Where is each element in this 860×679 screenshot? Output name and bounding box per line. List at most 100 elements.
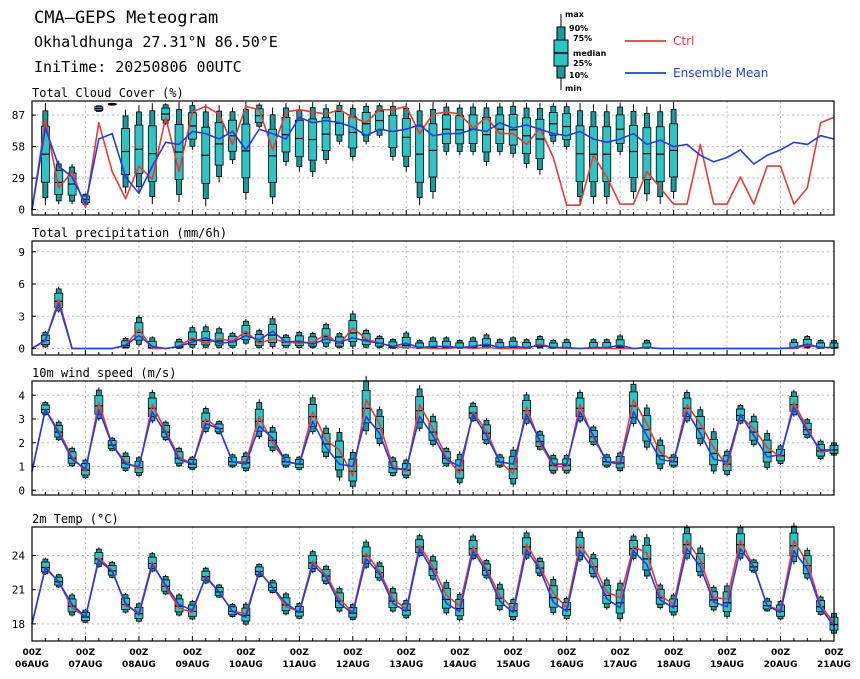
mean-point bbox=[58, 581, 60, 583]
box-inner bbox=[749, 421, 759, 441]
mean-point bbox=[659, 458, 661, 460]
mean-point bbox=[659, 599, 661, 601]
panel-1: 0 29 58 87 Total Cloud Cover (%) bbox=[12, 86, 835, 217]
box-inner bbox=[495, 588, 505, 606]
ctrl-point bbox=[806, 561, 808, 563]
mean-point bbox=[352, 465, 354, 468]
mean-point bbox=[138, 335, 140, 337]
ctrl-point bbox=[272, 149, 274, 151]
mean-point bbox=[298, 116, 300, 118]
ctrl-point bbox=[191, 111, 193, 113]
mean-point bbox=[592, 346, 595, 349]
ctrl-point bbox=[592, 154, 595, 156]
mean-point bbox=[526, 124, 528, 126]
x-tick-date-label: 13AUG bbox=[389, 660, 423, 670]
x-tick-date-label: 15AUG bbox=[496, 660, 530, 670]
mean-point bbox=[191, 463, 193, 465]
mean-point bbox=[539, 344, 541, 346]
ctrl-point bbox=[806, 187, 808, 189]
ctrl-point bbox=[726, 598, 728, 600]
mean-point bbox=[806, 568, 808, 570]
box-inner bbox=[722, 455, 732, 472]
mean-point bbox=[713, 458, 715, 460]
ctrl-point bbox=[218, 338, 220, 340]
ctrl-point bbox=[713, 446, 715, 449]
ctrl-point bbox=[485, 568, 488, 570]
mean-point bbox=[779, 347, 782, 350]
mean-point bbox=[485, 343, 488, 345]
mean-point bbox=[111, 347, 113, 350]
mean-point bbox=[779, 454, 782, 456]
box-inner bbox=[308, 404, 318, 427]
ctrl-point bbox=[472, 127, 474, 129]
ctrl-point bbox=[579, 404, 581, 406]
y-tick-label: 58 bbox=[12, 141, 25, 154]
mean-point bbox=[205, 576, 207, 578]
box-inner bbox=[655, 589, 665, 605]
ctrl-point bbox=[632, 399, 635, 401]
mean-point bbox=[713, 601, 715, 603]
mean-point bbox=[258, 339, 260, 341]
ctrl-point bbox=[699, 559, 701, 561]
legend-box-label: 90% bbox=[569, 24, 588, 33]
mean-point bbox=[285, 341, 287, 343]
mean-point bbox=[125, 602, 127, 605]
ctrl-point bbox=[392, 598, 394, 600]
ctrl-point bbox=[258, 109, 260, 111]
mean-point bbox=[58, 165, 60, 167]
mean-point bbox=[566, 135, 568, 137]
mean-point bbox=[539, 568, 541, 570]
x-tick-hour-label: 00Z bbox=[397, 648, 417, 658]
ctrl-point bbox=[298, 109, 300, 111]
mean-point bbox=[165, 432, 167, 434]
mean-point bbox=[312, 420, 314, 422]
ctrl-point bbox=[312, 341, 314, 343]
ctrl-point bbox=[419, 544, 421, 546]
box-inner bbox=[335, 592, 344, 608]
x-tick-date-label: 20AUG bbox=[764, 660, 798, 670]
mean-point bbox=[419, 346, 421, 349]
y-tick-label: 0 bbox=[18, 204, 25, 217]
ctrl-point bbox=[352, 116, 354, 118]
mean-point bbox=[419, 124, 421, 126]
mean-point bbox=[405, 342, 407, 344]
x-tick-hour-label: 00Z bbox=[183, 648, 203, 658]
ctrl-point bbox=[673, 203, 675, 205]
box-inner bbox=[241, 325, 251, 341]
mean-point bbox=[231, 341, 234, 343]
ctrl-point bbox=[526, 406, 528, 408]
mean-point bbox=[806, 143, 808, 145]
mean-point bbox=[325, 338, 327, 340]
ctrl-point bbox=[138, 165, 140, 167]
mean-point bbox=[472, 345, 474, 347]
ctrl-point bbox=[58, 187, 60, 189]
mean-point bbox=[445, 602, 447, 605]
ctrl-point bbox=[285, 111, 287, 113]
mean-point bbox=[445, 133, 447, 135]
ctrl-point bbox=[432, 427, 434, 430]
panel-title: 10m wind speed (m/s) bbox=[32, 366, 177, 380]
mean-point bbox=[151, 564, 153, 566]
mean-point bbox=[766, 347, 768, 350]
box-inner bbox=[134, 322, 144, 341]
mean-point bbox=[512, 345, 514, 347]
ctrl-point bbox=[552, 592, 554, 594]
ctrl-point bbox=[178, 171, 180, 173]
mean-point bbox=[125, 463, 127, 465]
box-inner bbox=[348, 458, 358, 482]
mean-point bbox=[352, 337, 354, 339]
mean-point bbox=[552, 346, 554, 349]
mean-point bbox=[432, 570, 434, 573]
mean-point bbox=[459, 465, 461, 468]
mean-point bbox=[806, 430, 808, 432]
ctrl-point bbox=[138, 328, 140, 330]
mean-point bbox=[378, 432, 381, 434]
box-inner bbox=[802, 339, 812, 348]
ctrl-point bbox=[606, 176, 608, 178]
mean-point bbox=[445, 458, 447, 460]
mean-point bbox=[98, 408, 100, 411]
mean-point bbox=[739, 413, 742, 415]
ctrl-point bbox=[272, 338, 274, 340]
location-label: Okhaldhunga 27.31°N 86.50°E bbox=[34, 33, 278, 51]
mean-point bbox=[298, 611, 300, 614]
